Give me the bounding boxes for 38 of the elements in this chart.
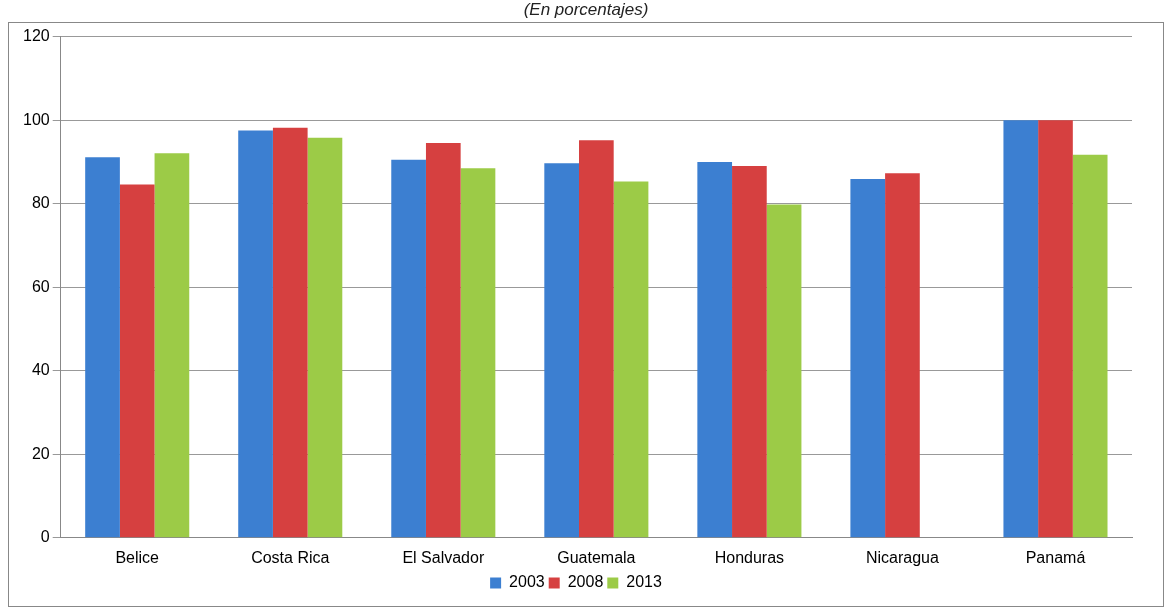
- legend-label: 2008: [567, 573, 604, 591]
- bar: [85, 157, 120, 538]
- bar: [391, 159, 426, 538]
- bar: [425, 143, 461, 538]
- bar: [1038, 120, 1073, 538]
- bar: [272, 127, 308, 538]
- legend-label: 2013: [626, 573, 662, 591]
- bar: [307, 137, 343, 538]
- bar: [766, 204, 802, 538]
- y-tick-label: 40: [31, 361, 50, 379]
- y-tick-label: 20: [31, 444, 50, 462]
- y-tick-label: 100: [22, 110, 50, 128]
- y-tick-label: 60: [31, 277, 50, 295]
- bar: [154, 153, 190, 538]
- x-tick-label: Guatemala: [557, 548, 636, 566]
- bar: [613, 181, 649, 538]
- bar: [544, 163, 579, 538]
- bar: [579, 140, 614, 538]
- bar: [697, 161, 733, 538]
- bar: [885, 173, 920, 538]
- bar: [460, 168, 496, 538]
- chart-title: (En porcentajes): [522, 0, 650, 20]
- x-tick-label: El Salvador: [402, 548, 485, 566]
- x-tick-label: Honduras: [714, 548, 785, 566]
- bar: [1003, 120, 1039, 538]
- bar: [1072, 154, 1108, 538]
- x-tick-label: Panamá: [1025, 548, 1086, 566]
- bar: [732, 166, 767, 538]
- y-tick-label: 0: [40, 528, 50, 546]
- x-tick-label: Belice: [115, 548, 160, 566]
- x-tick-label: Costa Rica: [251, 548, 330, 566]
- y-tick-label: 80: [31, 194, 50, 212]
- bar: [850, 179, 886, 538]
- x-tick-label: Nicaragua: [865, 548, 939, 566]
- y-tick-label: 120: [22, 27, 50, 45]
- bar: [238, 130, 273, 538]
- bar: [119, 184, 155, 538]
- legend-label: 2003: [509, 573, 545, 591]
